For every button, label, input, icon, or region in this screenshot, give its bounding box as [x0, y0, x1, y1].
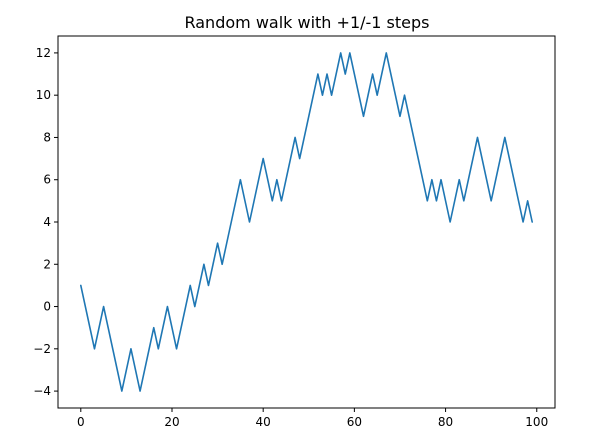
x-tick-label-4: 80 — [438, 415, 453, 429]
series-layer — [80, 52, 534, 392]
x-tick-label-1: 20 — [164, 415, 179, 429]
y-tick-label-5: 6 — [43, 173, 51, 187]
y-tick-label-0: −4 — [33, 384, 51, 398]
x-tick-label-2: 40 — [256, 415, 271, 429]
y-tick-label-8: 12 — [36, 46, 51, 60]
y-axis: −4 −2 0 2 4 6 8 10 12 — [33, 46, 58, 398]
axes-frame — [57, 35, 556, 409]
x-tick-label-5: 100 — [525, 415, 548, 429]
x-axis: 0 20 40 60 80 100 — [77, 408, 548, 429]
series-line-0 — [80, 52, 534, 392]
y-tick-label-7: 10 — [36, 88, 51, 102]
y-tick-label-1: −2 — [33, 342, 51, 356]
x-tick-label-0: 0 — [77, 415, 85, 429]
y-tick-label-4: 4 — [43, 215, 51, 229]
x-tick-label-3: 60 — [347, 415, 362, 429]
y-tick-label-6: 8 — [43, 130, 51, 144]
y-tick-label-2: 0 — [43, 300, 51, 314]
y-tick-label-3: 2 — [43, 257, 51, 271]
chart-title: Random walk with +1/-1 steps — [184, 13, 429, 32]
